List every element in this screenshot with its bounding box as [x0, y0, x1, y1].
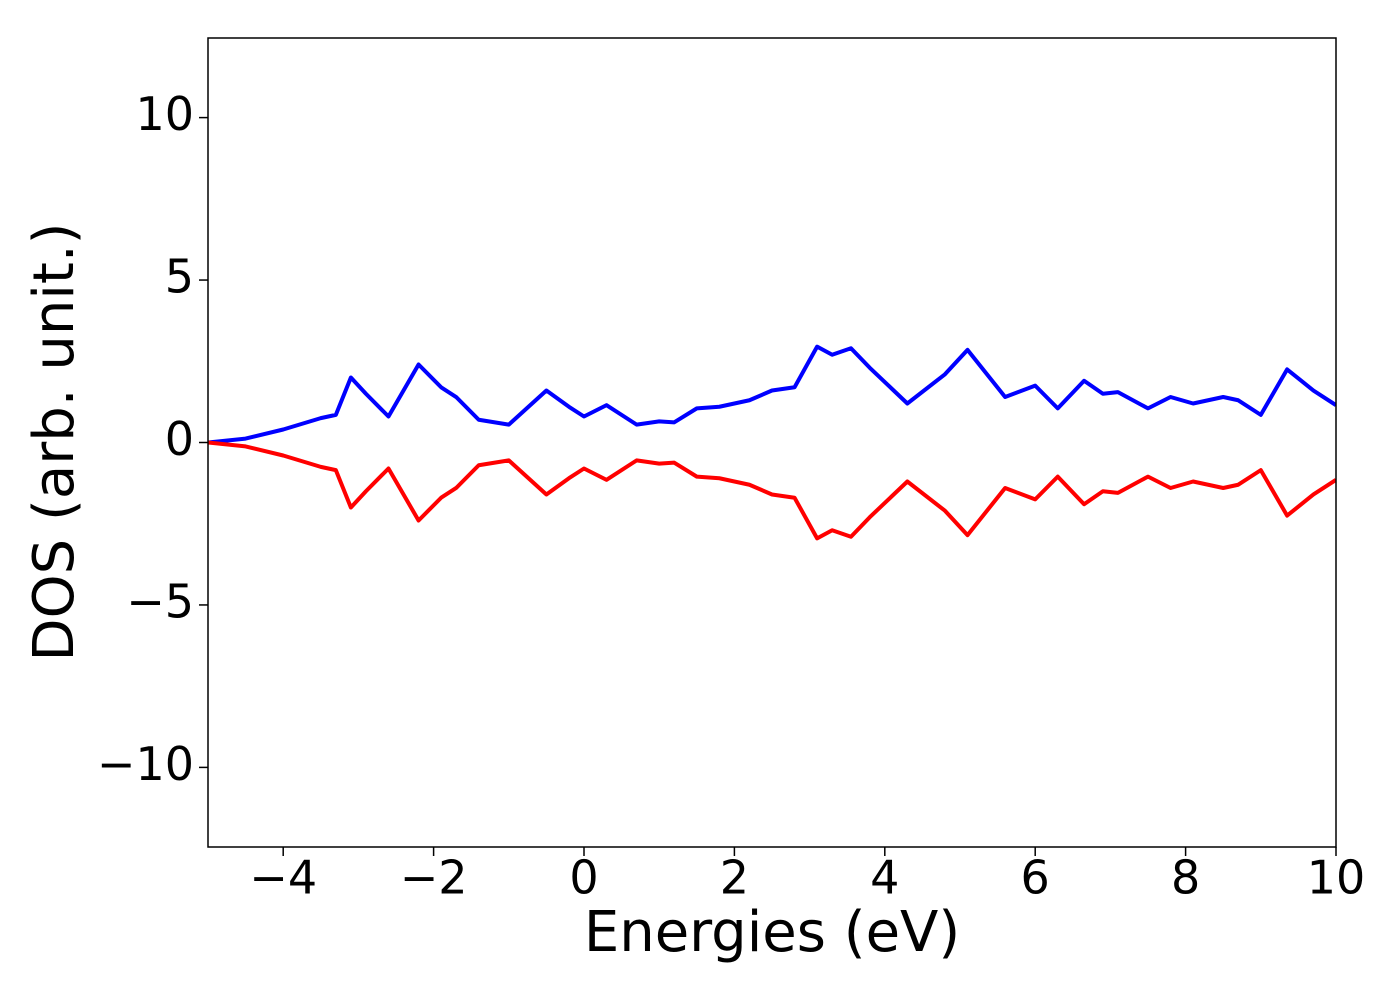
plot-frame — [207, 37, 1337, 848]
x-tick-label: −2 — [400, 851, 468, 905]
x-tick-label: 4 — [870, 851, 899, 905]
x-tick-label: 6 — [1021, 851, 1050, 905]
x-tick-label: 10 — [1307, 851, 1366, 905]
data-line — [208, 440, 1336, 541]
x-tick-label: −4 — [249, 851, 317, 905]
x-tick-label: 2 — [720, 851, 749, 905]
y-tick-label: 10 — [135, 87, 194, 141]
y-tick-label: 5 — [165, 250, 194, 304]
x-tick-label: 0 — [569, 851, 598, 905]
y-tick-label: −10 — [97, 737, 194, 791]
y-tick-label: −5 — [126, 574, 194, 628]
y-tick-label: 0 — [165, 412, 194, 466]
y-axis-title: DOS (arb. unit.) — [22, 222, 87, 661]
x-tick-label: 8 — [1171, 851, 1200, 905]
x-axis-title: Energies (eV) — [584, 900, 960, 965]
data-line — [208, 344, 1336, 445]
